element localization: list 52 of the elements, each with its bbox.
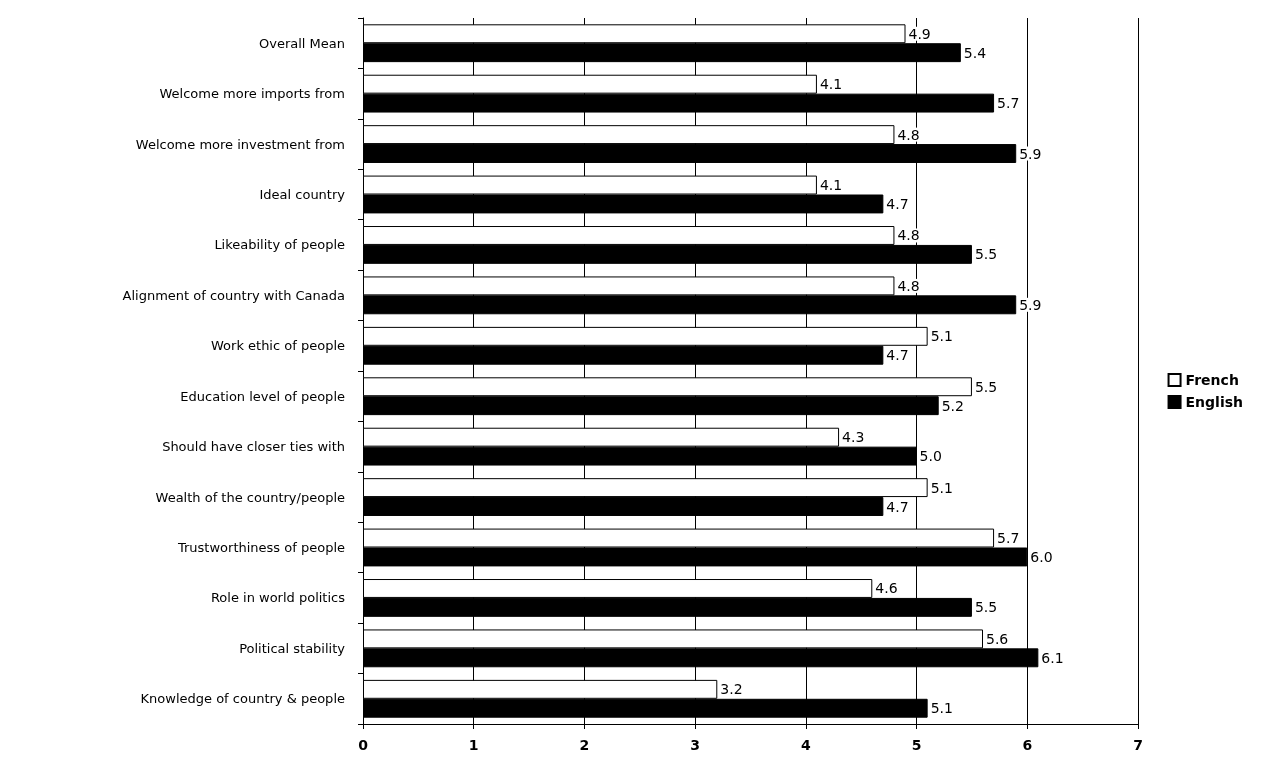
data-label: 5.5 xyxy=(974,246,998,263)
data-label: 4.1 xyxy=(819,177,843,194)
y-tick-label: Likeability of people xyxy=(214,237,345,253)
data-label: 4.1 xyxy=(819,76,843,93)
data-label: 4.8 xyxy=(897,227,920,244)
y-tick-label: Welcome more investment from xyxy=(135,136,345,152)
y-tick-label: Political stability xyxy=(239,640,346,656)
y-tick-label: Role in world politics xyxy=(210,590,346,606)
data-label: 5.1 xyxy=(930,479,953,496)
y-tick-label: Education level of people xyxy=(180,388,345,404)
data-label: 6.0 xyxy=(1030,548,1053,565)
x-tick-label: 5 xyxy=(911,737,922,753)
y-tick-label: Wealth of the country/people xyxy=(155,489,345,505)
data-label: 5.7 xyxy=(997,95,1020,112)
data-label: 4.8 xyxy=(897,126,920,143)
data-label: 5.5 xyxy=(974,599,998,616)
x-tick-label: 3 xyxy=(690,737,701,753)
y-tick-label: Ideal country xyxy=(259,187,346,202)
data-label: 5.6 xyxy=(986,630,1009,647)
data-label: 4.7 xyxy=(886,347,909,364)
data-label: 4.7 xyxy=(886,498,909,515)
data-label: 5.9 xyxy=(1019,296,1042,313)
data-label: 4.3 xyxy=(842,429,865,446)
x-tick-label: 7 xyxy=(1133,737,1143,753)
data-label: 5.5 xyxy=(974,378,998,395)
data-label: 4.9 xyxy=(908,25,931,42)
x-tick-label: 2 xyxy=(579,737,590,753)
x-tick-label: 1 xyxy=(468,737,479,753)
data-label: 5.7 xyxy=(997,530,1020,547)
y-tick-label: Welcome more imports from xyxy=(159,86,345,102)
y-tick-label: Work ethic of people xyxy=(210,338,345,354)
y-tick-label: Should have closer ties with xyxy=(162,439,345,455)
data-label: 5.1 xyxy=(930,328,953,345)
data-label: 5.4 xyxy=(963,44,987,61)
data-label: 4.7 xyxy=(886,195,909,212)
data-label: 5.1 xyxy=(930,700,953,717)
x-tick-label: 0 xyxy=(358,737,369,753)
data-label: 5.2 xyxy=(941,397,964,414)
data-label: 5.9 xyxy=(1019,145,1042,162)
data-label: 4.6 xyxy=(875,580,898,597)
data-label: 3.2 xyxy=(720,681,743,698)
y-tick-label: Trustworthiness of people xyxy=(176,540,345,555)
x-tick-label: 4 xyxy=(800,737,811,753)
data-label: 5.0 xyxy=(919,448,942,465)
y-tick-label: Overall Mean xyxy=(258,35,345,51)
legend-label: French xyxy=(1185,372,1239,388)
x-tick-label: 6 xyxy=(1022,737,1033,753)
legend-label: English xyxy=(1185,394,1243,410)
y-tick-label: Alignment of country with Canada xyxy=(122,287,345,303)
data-label: 6.1 xyxy=(1041,649,1064,666)
data-label: 4.8 xyxy=(897,277,920,294)
y-tick-label: Knowledge of country & people xyxy=(140,691,345,707)
